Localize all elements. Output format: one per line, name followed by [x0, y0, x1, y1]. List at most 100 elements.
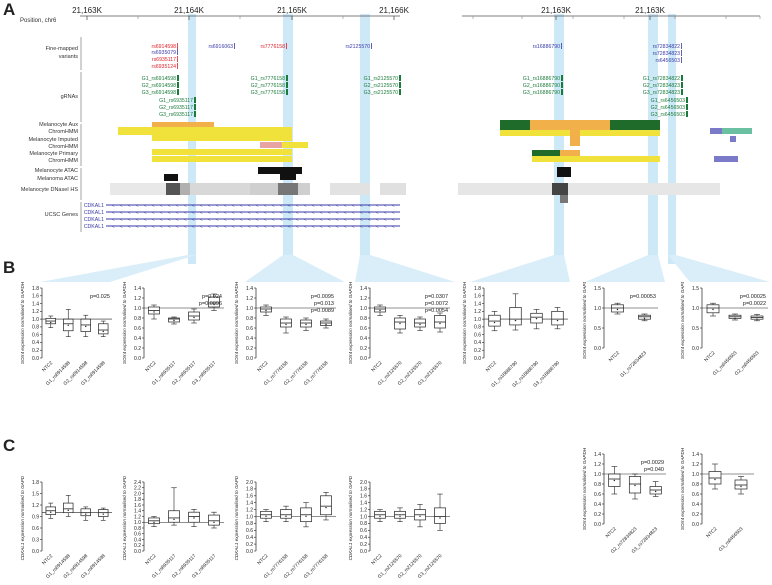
data-point: [419, 323, 421, 326]
gene-strand-arrow: <: [168, 224, 171, 229]
chromhmm-segment: [532, 150, 560, 156]
axis-tick-label: 21,166K: [379, 6, 409, 15]
y-tick-label: 0.0: [692, 346, 699, 352]
gene-strand-arrow: <: [112, 203, 115, 208]
gene-strand-arrow: <: [112, 217, 115, 222]
position-label: Position, chr6: [20, 18, 57, 24]
y-tick-label: 0.6: [246, 528, 253, 534]
data-point: [756, 318, 758, 320]
y-tick-label: 2.2: [134, 486, 141, 492]
grna-label: G2_rs6456503: [651, 105, 685, 111]
box: [168, 510, 180, 523]
chromhmm-segment: [710, 128, 722, 134]
y-tick-label: 0.6: [360, 528, 367, 534]
gene-strand-arrow: <: [168, 210, 171, 215]
y-axis-label: SOX4 expression normalised to GAPDH: [680, 448, 685, 530]
gene-strand-arrow: <: [200, 224, 203, 229]
gene-strand-arrow: <: [136, 224, 139, 229]
gene-strand-arrow: <: [168, 217, 171, 222]
grna-label: G2_rs6914598: [142, 83, 176, 89]
y-tick-label: 0.4: [594, 502, 601, 508]
gene-strand-arrow: <: [160, 224, 163, 229]
grna-label: G3_rs16886790: [523, 90, 560, 96]
axis-tick-label: 21,163K: [635, 6, 665, 15]
y-tick-label: 0.0: [594, 346, 601, 352]
y-tick-label: 0.0: [692, 522, 699, 528]
cdkal1-boxplot-rs2125570: CDKAL1 expression normalised to GAPDH 0.0…: [348, 476, 450, 580]
y-axis-label: SOX4 expression normalised to GAPDH: [582, 448, 587, 530]
y-tick-label: 0.0: [32, 356, 39, 362]
gene-strand-arrow: <: [320, 224, 323, 229]
gene-strand-arrow: <: [248, 217, 251, 222]
data-point: [740, 485, 742, 488]
gene-strand-arrow: <: [344, 203, 347, 208]
gene-strand-arrow: <: [392, 203, 395, 208]
gene-strand-arrow: <: [288, 210, 291, 215]
x-tick-label: NTC2: [370, 360, 383, 373]
y-tick-label: 0.4: [134, 336, 141, 342]
gene-strand-arrow: <: [368, 224, 371, 229]
x-tick-label: NTC2: [41, 360, 54, 373]
gene-label: CDKAL1: [84, 210, 104, 216]
y-tick-label: 1.4: [134, 286, 141, 292]
gene-strand-arrow: <: [128, 203, 131, 208]
y-tick-label: 0.4: [134, 537, 141, 543]
gene-strand-arrow: <: [384, 203, 387, 208]
gene-strand-arrow: <: [112, 224, 115, 229]
gene-strand-arrow: <: [208, 210, 211, 215]
box: [509, 307, 522, 326]
variant-label: rs72834822: [653, 44, 681, 50]
y-tick-label: 1.2: [474, 309, 481, 315]
dnase-signal: [330, 183, 370, 195]
y-tick-label: 0.8: [246, 316, 253, 322]
variant-label: rs6916063: [208, 44, 233, 50]
data-point: [643, 317, 646, 319]
y-tick-label: 0.4: [692, 502, 699, 508]
gene-strand-arrow: <: [280, 210, 283, 215]
gene-strand-arrow: <: [232, 224, 235, 229]
gene-strand-arrow: <: [272, 210, 275, 215]
data-point: [616, 308, 619, 311]
grna-label: G1_rs72834822: [643, 76, 680, 82]
box: [320, 495, 332, 516]
data-point: [213, 303, 215, 306]
gene-strand-arrow: <: [184, 224, 187, 229]
y-tick-label: 1.0: [594, 306, 601, 312]
chromhmm-segment: [532, 156, 660, 162]
y-tick-label: 1.2: [360, 296, 367, 302]
sox4-boxplot-rs72834823: SOX4 expression normalised to GAPDH 0.0 0.…: [582, 282, 658, 379]
y-tick-label: 1.0: [246, 306, 253, 312]
p-value-label: p=0.024: [202, 294, 222, 300]
y-tick-label: 1.8: [134, 497, 141, 503]
grna-marker: [681, 75, 683, 81]
y-tick-label: 0.8: [594, 482, 601, 488]
box: [300, 319, 312, 328]
grna-label: G2_rs2125570: [364, 83, 398, 89]
gene-strand-arrow: <: [288, 224, 291, 229]
y-tick-label: 0.2: [134, 543, 141, 549]
gene-strand-arrow: <: [152, 210, 155, 215]
gene-strand-arrow: <: [112, 210, 115, 215]
chromhmm-segment: [540, 126, 610, 130]
y-tick-label: 0.0: [32, 549, 39, 555]
highlight-funnel: [245, 255, 345, 282]
y-tick-label: 0.4: [246, 535, 253, 541]
gene-strand-arrow: <: [232, 210, 235, 215]
sox4-boxplot-rs16886790: SOX4 expression normalised to GAPDH 0.0 0.…: [462, 282, 568, 389]
data-point: [173, 518, 175, 521]
gene-strand-arrow: <: [360, 203, 363, 208]
data-point: [85, 325, 87, 328]
highlight-column: [554, 14, 564, 264]
data-point: [305, 515, 307, 517]
grna-marker: [399, 75, 401, 81]
highlight-funnel: [40, 255, 196, 282]
gene-strand-arrow: <: [144, 210, 147, 215]
box: [188, 511, 200, 523]
gene-strand-arrow: <: [312, 203, 315, 208]
y-tick-label: 1.4: [360, 286, 367, 292]
gene-strand-arrow: <: [336, 203, 339, 208]
gene-strand-arrow: <: [200, 203, 203, 208]
gene-strand-arrow: <: [248, 210, 251, 215]
gene-strand-arrow: <: [384, 217, 387, 222]
